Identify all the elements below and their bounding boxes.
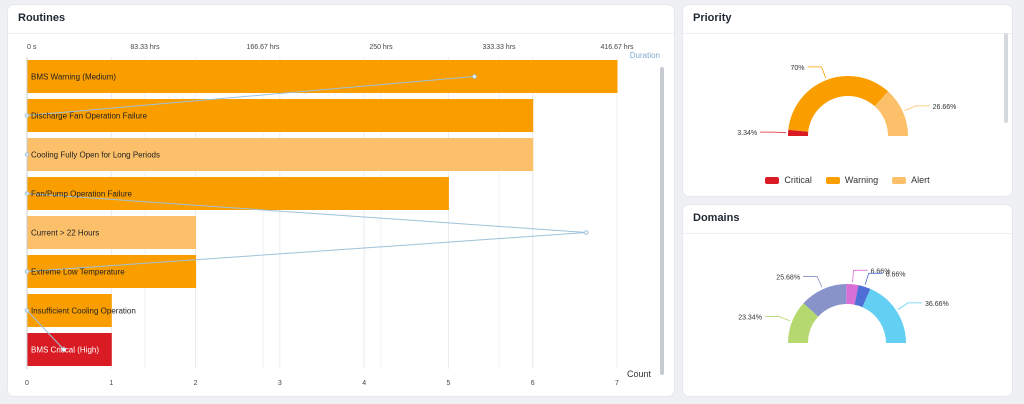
donut-slice	[874, 91, 908, 136]
duration-point	[584, 230, 589, 235]
count-axis-label: Count	[627, 369, 652, 379]
bar-label: BMS Warning (Medium)	[31, 73, 116, 82]
priority-chart: 3.34% 70% 26.66%	[737, 65, 957, 137]
count-tick-label: 3	[278, 380, 282, 387]
slice-value-label: 70%	[790, 65, 804, 72]
legend-item[interactable]: Critical	[765, 175, 812, 185]
routines-title: Routines	[18, 12, 66, 24]
count-tick-label: 1	[109, 380, 113, 387]
duration-tick-label: 416.67 hrs	[600, 44, 634, 51]
duration-tick-label: 250 hrs	[369, 44, 393, 51]
slice-leader-line	[803, 276, 823, 288]
bar	[27, 333, 112, 366]
slice-leader-line	[897, 302, 922, 310]
duration-tick-label: 0 s	[27, 44, 37, 51]
bar-label: Current > 22 Hours	[31, 229, 99, 238]
divider	[683, 233, 1012, 234]
legend-swatch	[825, 176, 840, 184]
duration-point	[472, 74, 477, 79]
slice-value-label: 6.66%	[886, 271, 906, 278]
duration-tick-label: 83.33 hrs	[130, 44, 160, 51]
legend-label: Alert	[911, 175, 930, 185]
divider	[683, 33, 1012, 34]
legend-label: Warning	[844, 175, 879, 185]
count-tick-label: 0	[25, 380, 29, 387]
duration-point	[61, 347, 67, 352]
donut-slice	[854, 285, 871, 308]
bar	[27, 255, 197, 288]
routines-card: Routines BMS Warning (Medium) Discharge F…	[8, 5, 674, 396]
count-tick-label: 7	[615, 380, 619, 387]
domains-card: Domains 23.34% 25.68% 6.66% 6.66% 36.66%	[683, 205, 1012, 396]
legend-swatch	[892, 176, 907, 184]
priority-card: Priority 3.34% 70% 26.66% Critical Warning A…	[683, 5, 1012, 196]
bar-label: Fan/Pump Operation Failure	[31, 190, 132, 199]
legend-label: Critical	[784, 175, 812, 185]
duration-axis-label: Duration	[630, 51, 660, 60]
count-tick-label: 5	[446, 380, 450, 387]
bar-label: Insufficient Cooling Operation	[31, 307, 136, 316]
slice-value-label: 26.66%	[933, 104, 957, 111]
bar	[27, 177, 449, 210]
donut-slice	[788, 76, 889, 132]
divider	[8, 33, 674, 34]
domains-title: Domains	[693, 212, 740, 224]
slice-leader-line	[864, 272, 883, 285]
bar-label: Extreme Low Temperature	[31, 268, 125, 277]
duration-tick-label: 333.33 hrs	[482, 44, 516, 51]
bar-label: BMS Critical (High)	[31, 346, 99, 355]
bar-label: Cooling Fully Open for Long Periods	[31, 151, 160, 160]
duration-tick-label: 166.67 hrs	[246, 44, 280, 51]
bar	[27, 99, 534, 132]
donut-slice	[803, 284, 847, 317]
bar	[27, 294, 112, 327]
bar	[27, 60, 618, 93]
legend-item[interactable]: Warning	[825, 175, 879, 185]
slice-leader-line	[760, 131, 787, 134]
slice-leader-line	[764, 316, 791, 322]
slice-value-label: 3.34%	[737, 130, 757, 137]
legend-swatch	[765, 176, 780, 184]
slice-leader-line	[852, 269, 868, 283]
bar-label: Discharge Fan Operation Failure	[31, 112, 148, 121]
slice-value-label: 23.34%	[738, 315, 762, 322]
slice-leader-line	[807, 66, 827, 79]
priority-legend: Critical Warning Alert	[683, 175, 1012, 185]
count-tick-label: 2	[194, 380, 198, 387]
slice-value-label: 6.66%	[871, 268, 891, 275]
chart-scrollbar[interactable]	[660, 67, 664, 375]
slice-value-label: 36.66%	[925, 301, 949, 308]
slice-leader-line	[904, 105, 930, 112]
donut-slice	[788, 303, 819, 343]
count-tick-label: 4	[362, 380, 366, 387]
donut-slice	[846, 284, 859, 305]
donut-slice	[862, 288, 906, 343]
count-tick-label: 6	[531, 380, 535, 387]
legend-item[interactable]: Alert	[892, 175, 930, 185]
bar	[27, 138, 534, 171]
domains-chart: 23.34% 25.68% 6.66%6.66% 36.66%	[738, 268, 949, 343]
card-scrollbar[interactable]	[1004, 33, 1008, 123]
slice-value-label: 25.68%	[776, 274, 800, 281]
priority-title: Priority	[693, 12, 732, 24]
routines-chart: BMS Warning (Medium) Discharge Fan Operat…	[24, 44, 664, 387]
donut-slice	[788, 129, 809, 136]
bar	[27, 216, 197, 249]
